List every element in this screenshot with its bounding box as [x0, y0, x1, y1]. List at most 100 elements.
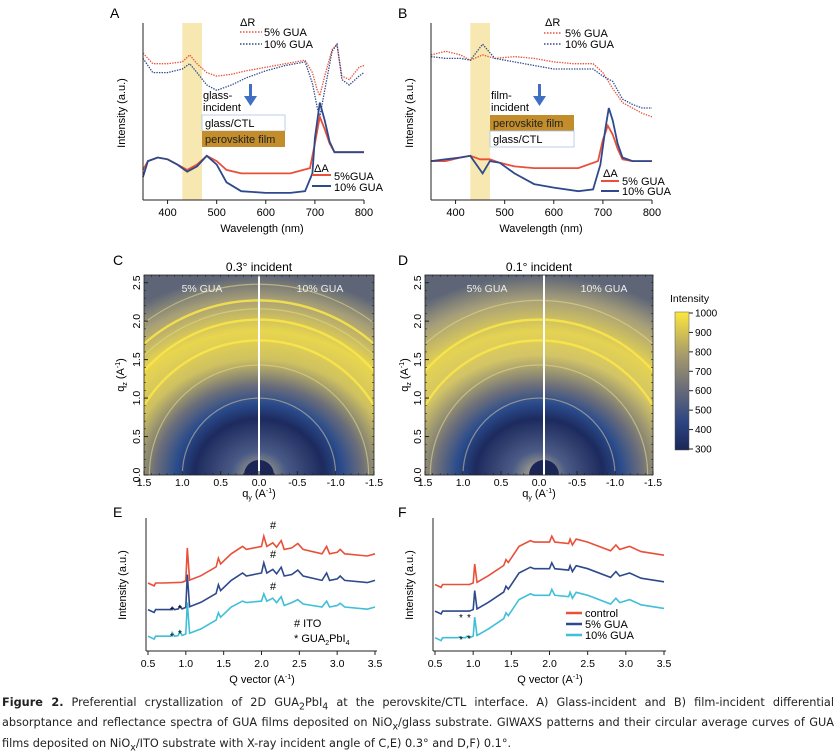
series-line--r-5-gua — [430, 50, 653, 118]
panel-label: E — [113, 504, 122, 520]
y-tick-label: 2.0 — [131, 314, 143, 329]
panel-label: D — [398, 252, 408, 268]
x-tick-label: 3.5 — [657, 658, 672, 670]
panel-title: 0.3° incident — [226, 260, 293, 274]
x-tick-label: 700 — [594, 207, 612, 219]
ito-marker: # — [270, 520, 277, 532]
panel-title: 0.1° incident — [506, 260, 573, 274]
legend-a-item: 5% GUA — [622, 176, 665, 188]
legend: control 5% GUA 10% GUA — [566, 608, 635, 642]
y-tick-label: 2.5 — [131, 275, 143, 290]
caption-text: Preferential crystallization of 2D GUA — [63, 696, 299, 709]
y-tick-label: 1.5 — [131, 352, 143, 367]
panel-e: E 0.5 1.0 1.5 2.0 2.5 3.0 3.5 Q vector (A-1) I… — [113, 504, 382, 686]
incident-label: incident — [203, 102, 241, 114]
legend-item: 10% GUA — [585, 630, 635, 642]
x-tick-label: 0.5 — [494, 477, 509, 489]
colorbar-tick-label: 1000 — [695, 309, 718, 320]
x-tick-label: 1.5 — [216, 658, 231, 670]
colorbar: Intensity 1000 900 800 700 600 500 400 300 — [670, 293, 718, 456]
series-line--a-10-gua — [430, 107, 652, 193]
panel-d: D 0.1° incident 5% GUA 10% GUA 1.5 1.0 0.5… — [398, 252, 662, 502]
y-axis-label: Intensity (a.u.) — [404, 550, 416, 620]
x-tick-label: 3.0 — [330, 658, 345, 670]
x-tick-label: 2.5 — [292, 658, 307, 670]
ito-marker: # — [270, 549, 277, 561]
caption-text: PbI — [304, 696, 323, 709]
ito-marker: # — [270, 581, 277, 593]
annotation-gua2pbi4: * GUA2PbI4 — [294, 633, 350, 647]
x-tick-label: 600 — [257, 207, 275, 219]
series-line--r-10-gua — [430, 43, 652, 109]
colorbar-tick-label: 900 — [695, 328, 712, 339]
right-sample-label: 10% GUA — [581, 283, 628, 295]
caption-text: /glass substrate. GIWAXS patterns and th… — [2, 716, 835, 750]
y-axis-label: qz (A-1) — [115, 358, 129, 392]
legend-r-item: 5% GUA — [264, 27, 307, 39]
y-tick-label: 2.5 — [412, 275, 424, 290]
colorbar-tick-label: 800 — [695, 347, 712, 358]
legend-a-item: 5%GUA — [334, 171, 374, 183]
incident-label: incident — [491, 102, 529, 114]
gua-marker: * — [467, 613, 471, 624]
colorbar-title: Intensity — [670, 293, 710, 305]
series-line--r-5-gua — [142, 42, 365, 98]
figure-canvas: A 400 500 600 700 800 Wavelength (nm) Intens… — [110, 5, 718, 686]
caption-subscript: x — [392, 721, 399, 733]
incident-label: film- — [491, 90, 512, 102]
legend-a-title: ΔA — [314, 163, 329, 175]
x-tick-label: 0.5 — [213, 477, 228, 489]
xrd-curve-5-gua — [434, 560, 665, 616]
highlight-band — [182, 23, 202, 200]
x-axis-label: qy (A-1) — [242, 488, 276, 502]
stack-layer-top-label: glass/CTL — [205, 118, 255, 130]
x-axis-label: Wavelength (nm) — [499, 223, 582, 235]
spectra-lines — [142, 42, 365, 194]
legend-r-item: 10% GUA — [565, 39, 615, 51]
x-axis-label: qy (A-1) — [522, 488, 556, 502]
legend-a-title: ΔA — [603, 168, 618, 180]
stack-layer-bottom — [489, 130, 575, 148]
spectra-lines — [430, 43, 653, 193]
colorbar-tick-label: 700 — [695, 367, 712, 378]
xrd-curves — [434, 534, 665, 642]
colorbar-ticks: 1000 900 800 700 600 500 400 300 — [689, 309, 718, 456]
x-axis-label: Wavelength (nm) — [220, 223, 303, 235]
x-tick-label: 0.5 — [428, 658, 443, 670]
xrd-curve-control — [147, 533, 376, 587]
legend-r-title: ΔR — [545, 17, 560, 29]
gua-marker: * — [170, 632, 174, 643]
colorbar-tick-label: 500 — [695, 406, 712, 417]
x-tick-label: 1.0 — [179, 658, 194, 670]
caption-subscript: 4 — [322, 701, 329, 713]
xrd-curves — [147, 533, 376, 641]
x-tick-label: 0.5 — [141, 658, 156, 670]
panel-label: B — [398, 5, 407, 21]
ring-q-1.75 — [425, 339, 653, 409]
down-arrow-icon — [533, 84, 546, 106]
axis-ticks: 1.5 1.0 0.5 0.0 -0.5 -1.0 -1.5 0.0 0.5 1.0 1.5 2.0 2… — [412, 275, 662, 489]
y-tick-label: 1.0 — [131, 391, 143, 406]
caption-subscript: x — [130, 741, 136, 753]
y-tick-label: 1.0 — [412, 391, 424, 406]
xrd-curve-10-gua — [147, 591, 376, 641]
ring-q-2.02 — [425, 318, 653, 373]
stack-layer-top — [490, 115, 574, 131]
colorbar-tick-label: 300 — [695, 445, 712, 456]
y-tick-label: 0.0 — [131, 468, 143, 483]
figure-caption: Figure 2. Preferential crystallization o… — [2, 695, 834, 756]
panel-a: A 400 500 600 700 800 Wavelength (nm) Intens… — [110, 5, 384, 235]
colorbar-gradient — [674, 311, 690, 451]
gua-marker: * — [170, 606, 174, 617]
x-ticks: 400 500 600 700 800 — [158, 200, 373, 219]
panel-b: B 400 500 600 700 800 Wavelength (nm) Intens… — [398, 5, 672, 235]
xrd-curve-control — [434, 534, 665, 589]
left-sample-label: 5% GUA — [467, 283, 508, 295]
panel-label: F — [398, 504, 407, 520]
y-tick-label: 1.5 — [412, 352, 424, 367]
legend-r-item: 5% GUA — [565, 28, 608, 40]
x-tick-label: 700 — [306, 207, 324, 219]
x-tick-label: 1.0 — [175, 477, 190, 489]
x-tick-label: 800 — [355, 207, 373, 219]
gua-marker: * — [459, 635, 463, 646]
